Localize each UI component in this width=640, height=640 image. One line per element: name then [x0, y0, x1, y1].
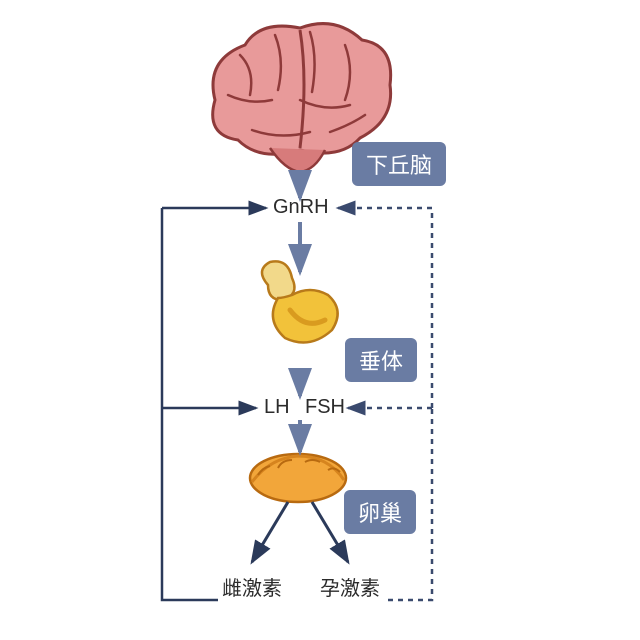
- label-pituitary: 垂体: [345, 338, 417, 382]
- arrow-ovary-estrogen: [252, 502, 288, 562]
- pituitary-icon: [262, 261, 338, 342]
- feedback-solid-left: [162, 208, 266, 600]
- hormone-lh: LH: [264, 396, 290, 419]
- hormone-fsh: FSH: [305, 396, 345, 419]
- label-ovary: 卵巢: [344, 490, 416, 534]
- feedback-dashed-right: [338, 208, 432, 600]
- diagram-svg: [0, 0, 640, 640]
- label-hypothalamus: 下丘脑: [352, 142, 446, 186]
- hormone-progesterone: 孕激素: [320, 572, 380, 601]
- hormone-estrogen: 雌激素: [222, 572, 282, 601]
- hormone-gnrh: GnRH: [273, 196, 329, 219]
- ovary-icon: [250, 454, 346, 502]
- diagram-canvas: 下丘脑 垂体 卵巢 GnRH LH FSH 雌激素 孕激素: [0, 0, 640, 640]
- arrow-ovary-progesterone: [312, 502, 348, 562]
